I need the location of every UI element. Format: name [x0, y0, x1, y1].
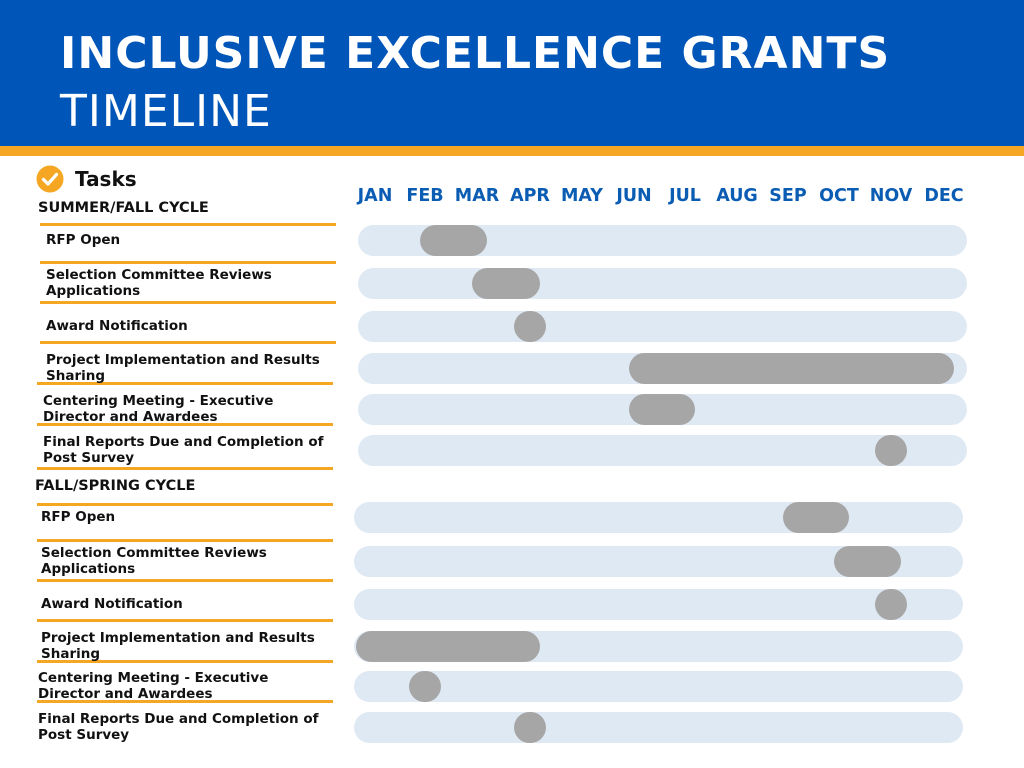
timeline-bar	[629, 353, 954, 384]
timeline-track	[358, 268, 967, 299]
task-label: Award Notification	[41, 596, 183, 612]
month-label: JUL	[669, 186, 701, 206]
timeline-bar	[514, 311, 546, 342]
task-divider	[37, 503, 333, 506]
task-label: Final Reports Due and Completion of Post…	[43, 434, 324, 466]
task-label: Centering Meeting - Executive Director a…	[43, 393, 274, 425]
tasks-label: Tasks	[75, 167, 137, 191]
month-label: NOV	[869, 186, 913, 206]
task-label: Centering Meeting - Executive Director a…	[38, 670, 269, 702]
task-label: RFP Open	[41, 509, 116, 525]
month-label: JAN	[357, 186, 393, 206]
task-divider	[37, 423, 333, 426]
timeline-bar	[783, 502, 849, 533]
month-label: AUG	[716, 186, 758, 206]
task-divider	[40, 301, 336, 304]
month-label: JUN	[616, 186, 652, 206]
header-divider	[0, 146, 1024, 156]
task-divider	[37, 467, 333, 470]
task-label: RFP Open	[46, 232, 121, 248]
month-label: APR	[510, 186, 550, 206]
task-divider	[37, 382, 333, 385]
task-divider	[37, 539, 333, 542]
timeline-bar	[514, 712, 546, 743]
task-divider	[37, 579, 333, 582]
task-divider	[40, 341, 336, 344]
header-banner	[0, 0, 1024, 146]
timeline-bar	[472, 268, 540, 299]
timeline-bar	[409, 671, 441, 702]
timeline-bar	[875, 589, 907, 620]
timeline-bar	[834, 546, 901, 577]
timeline-track	[358, 435, 967, 466]
timeline-track	[354, 671, 963, 702]
timeline-track	[354, 712, 963, 743]
month-label: OCT	[819, 186, 859, 206]
month-label: SEP	[769, 186, 807, 206]
timeline-bar	[420, 225, 487, 256]
timeline-track	[354, 589, 963, 620]
timeline-track	[358, 311, 967, 342]
timeline-bar	[875, 435, 907, 466]
task-divider	[37, 700, 333, 703]
month-label: FEB	[406, 186, 444, 206]
task-label: Selection Committee Reviews Applications	[46, 267, 272, 299]
task-divider	[37, 660, 333, 663]
timeline-bar	[629, 394, 695, 425]
section-label: SUMMER/FALL CYCLE	[38, 200, 209, 216]
task-label: Final Reports Due and Completion of Post…	[38, 711, 319, 743]
month-label: MAR	[454, 186, 500, 206]
month-label: DEC	[924, 186, 964, 206]
page-subtitle: TIMELINE	[60, 86, 272, 137]
page-title: INCLUSIVE EXCELLENCE GRANTS	[60, 28, 891, 79]
task-divider	[37, 619, 333, 622]
timeline-bar	[356, 631, 540, 662]
check-circle-icon	[36, 165, 64, 193]
section-label: FALL/SPRING CYCLE	[35, 478, 196, 494]
task-label: Project Implementation and Results Shari…	[41, 630, 315, 662]
task-label: Award Notification	[46, 318, 188, 334]
timeline-track	[354, 502, 963, 533]
tasks-heading: Tasks	[36, 165, 137, 193]
month-label: MAY	[561, 186, 603, 206]
task-divider	[40, 223, 336, 226]
task-label: Selection Committee Reviews Applications	[41, 545, 267, 577]
task-divider	[40, 261, 336, 264]
task-label: Project Implementation and Results Shari…	[46, 352, 320, 384]
